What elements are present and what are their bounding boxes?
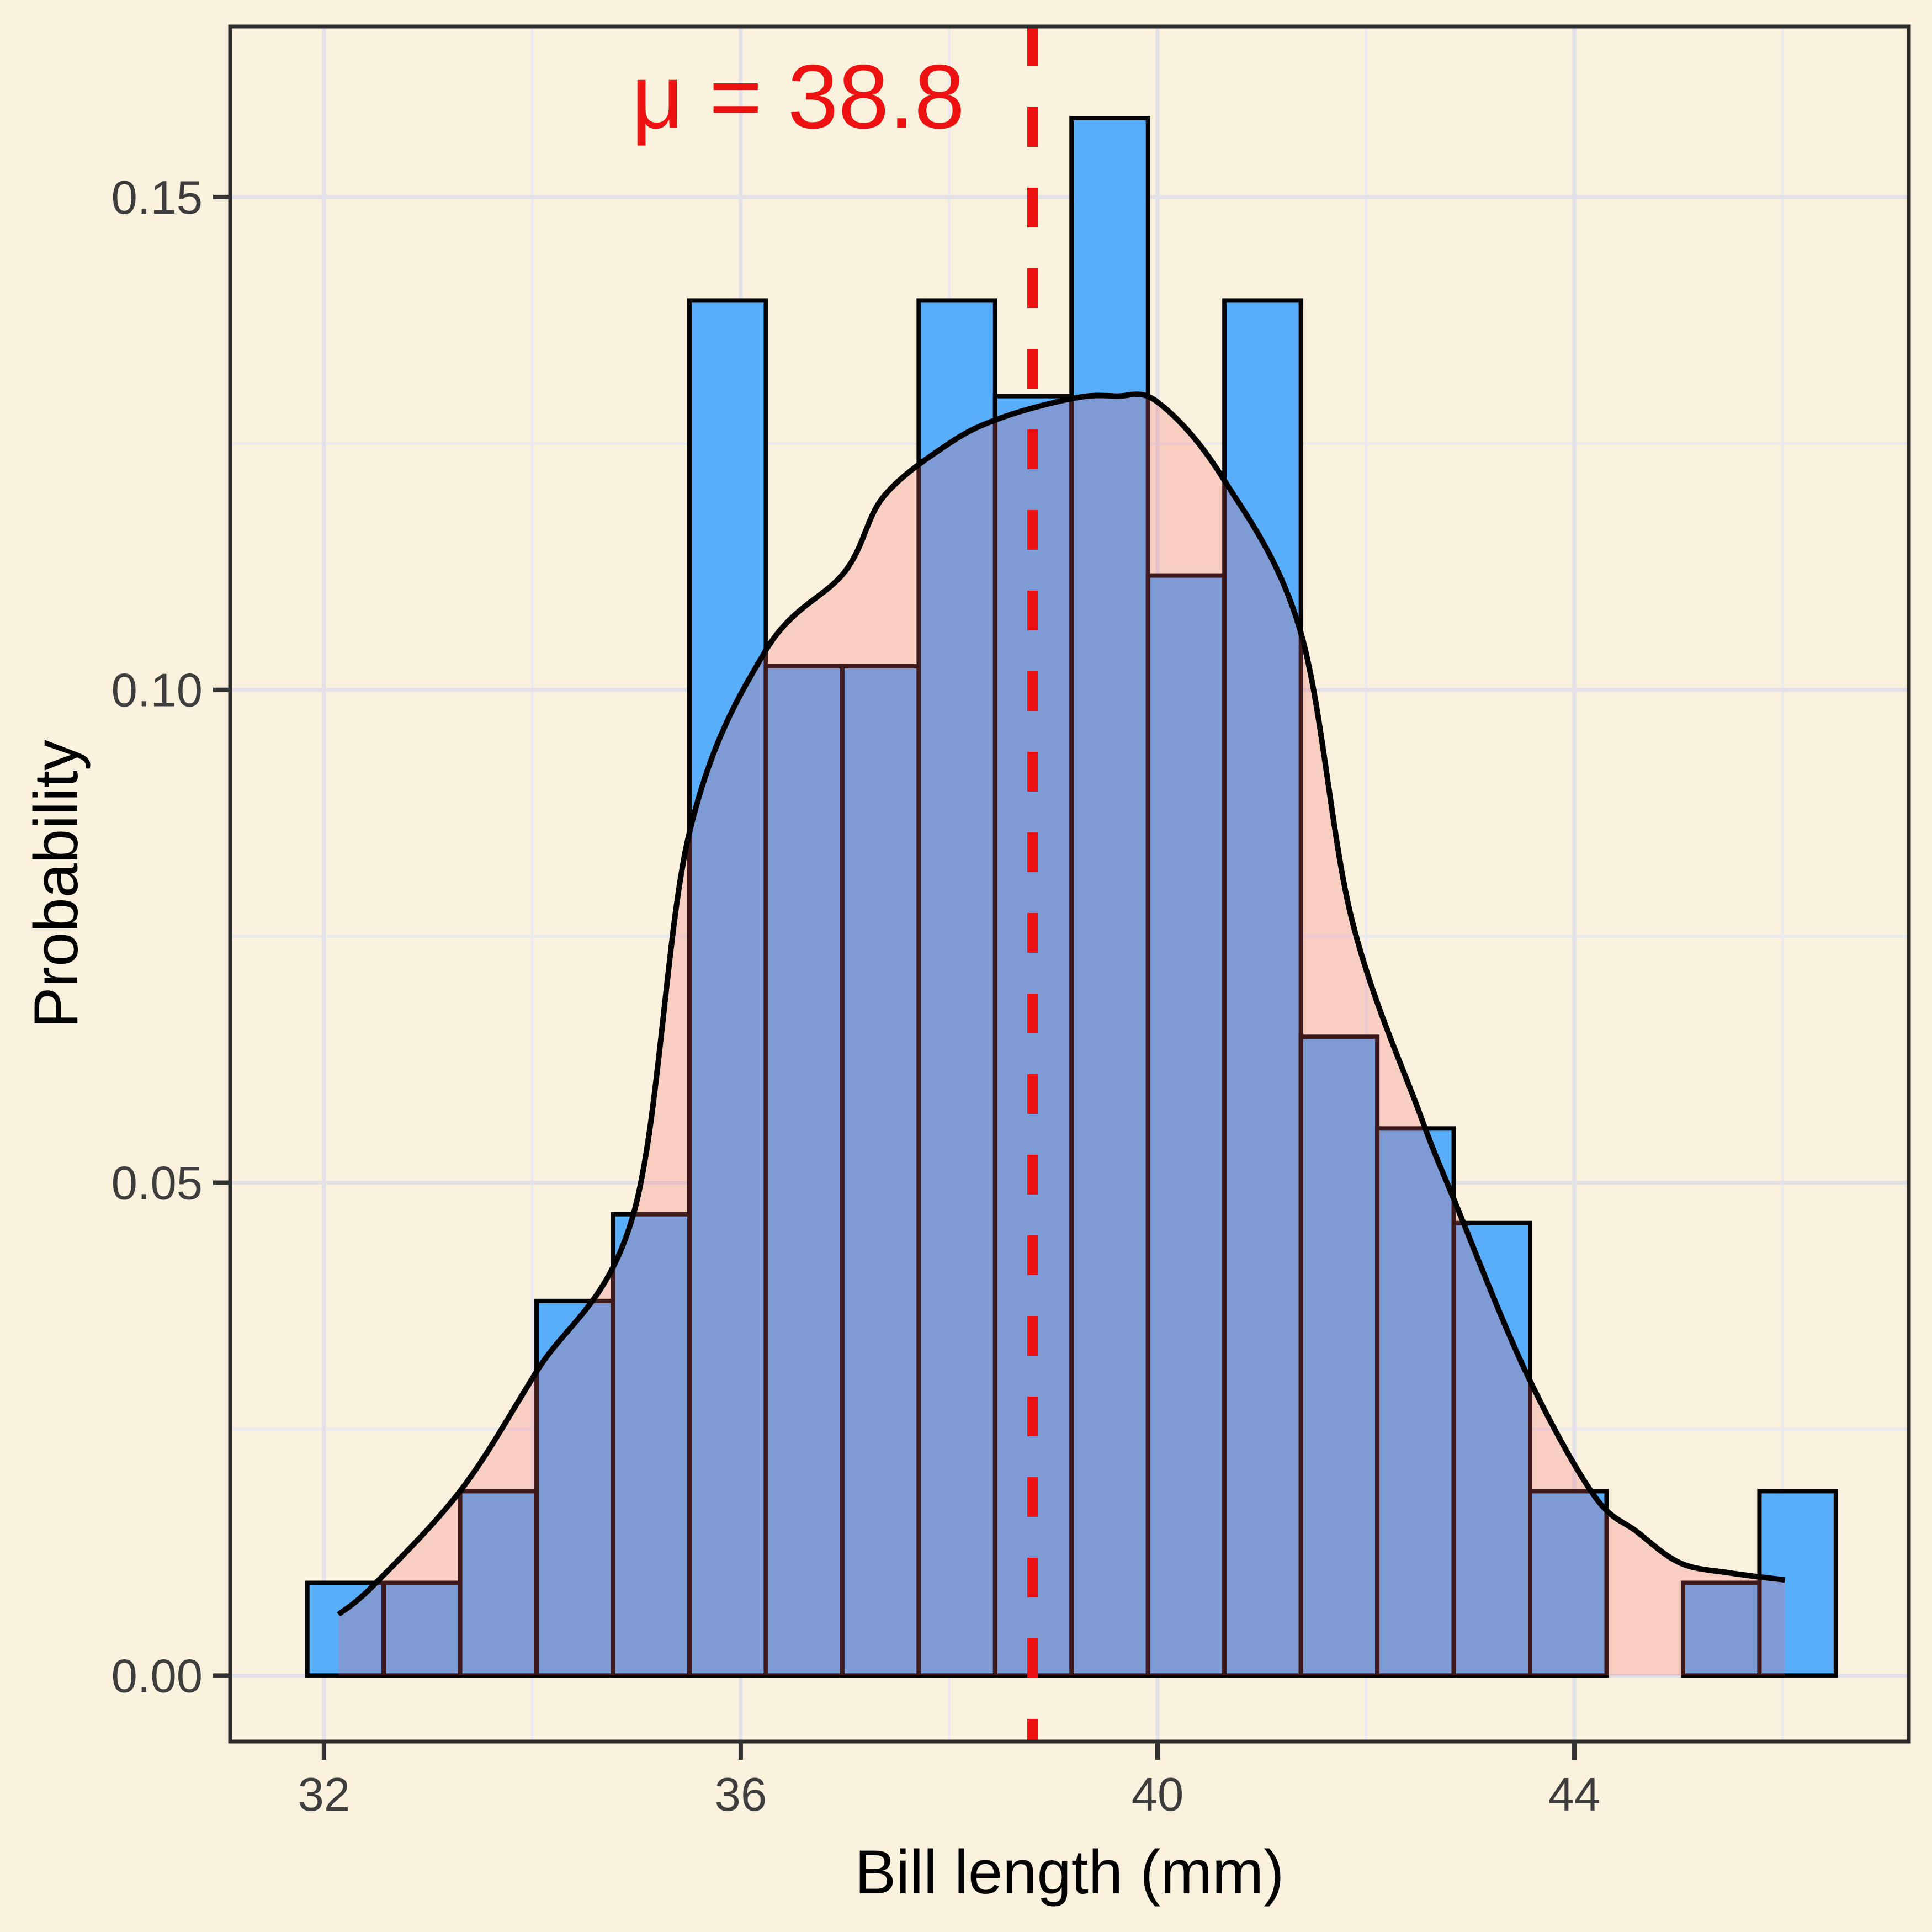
histogram-bar — [1298, 1034, 1380, 1678]
histogram-bar — [916, 298, 997, 1678]
y-tick-label: 0.10 — [112, 665, 203, 717]
x-tick-label: 32 — [298, 1769, 351, 1821]
panel-border — [228, 24, 1911, 1744]
histogram-bar — [687, 298, 768, 1678]
mean-annotation: μ = 38.8 — [631, 46, 965, 147]
histogram-bar — [1069, 116, 1150, 1678]
y-tick-label: 0.05 — [112, 1158, 203, 1210]
y-tick-label: 0.00 — [112, 1650, 203, 1702]
histogram-bar — [840, 664, 921, 1678]
x-tick-label: 36 — [715, 1769, 767, 1821]
x-axis-title: Bill length (mm) — [855, 1838, 1285, 1907]
histogram-bar — [611, 1212, 692, 1678]
density-curve — [337, 391, 1786, 1617]
histogram-bar — [1222, 298, 1303, 1678]
y-tick-label: 0.15 — [112, 172, 203, 224]
histogram-bar — [1145, 573, 1227, 1678]
histogram-bar — [458, 1489, 539, 1678]
x-tick-label: 40 — [1132, 1769, 1184, 1821]
x-tick-label: 44 — [1548, 1769, 1601, 1821]
y-axis-title: Probability — [22, 740, 91, 1028]
histogram-bar — [534, 1298, 615, 1678]
histogram-bar — [1757, 1489, 1838, 1678]
histogram-bar — [1528, 1489, 1609, 1678]
histogram-bar — [1375, 1126, 1456, 1678]
density-fill — [338, 394, 1785, 1676]
